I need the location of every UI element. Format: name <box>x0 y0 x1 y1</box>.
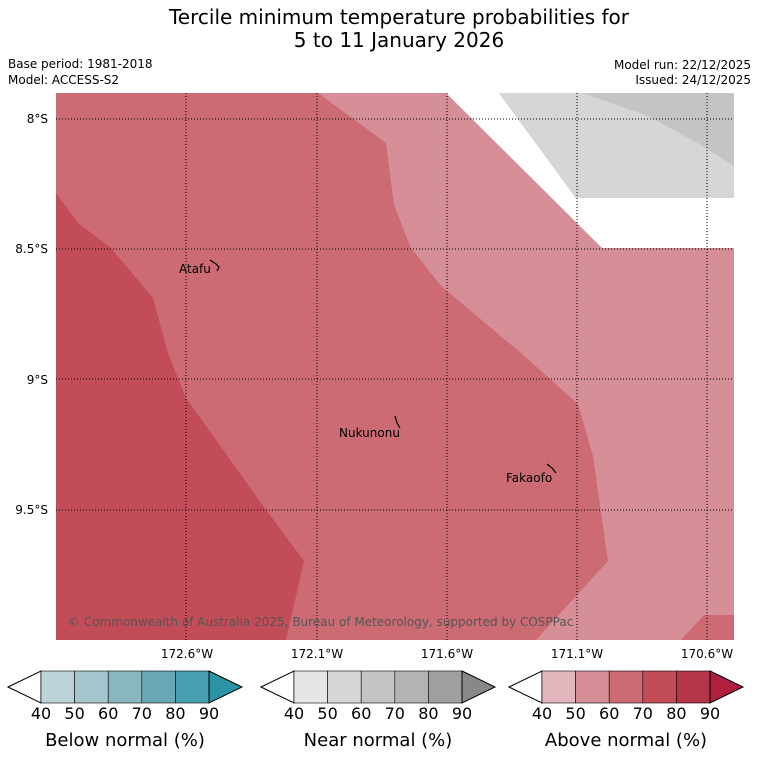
colorbar-segment <box>40 670 75 704</box>
colorbar-segment <box>327 670 362 704</box>
colorbar-tick-label: 80 <box>666 704 687 723</box>
colorbar-low-extension <box>260 670 295 704</box>
colorbar-tick-label: 40 <box>283 704 305 723</box>
colorbar-tick-label: 70 <box>131 704 152 723</box>
colorbar-tick-label: 60 <box>351 704 372 723</box>
colorbar-segment <box>107 670 143 704</box>
base-period-label: Base period: 1981-2018 <box>8 57 153 71</box>
colorbar-segment <box>608 670 644 704</box>
colorbar-low-extension <box>7 670 42 704</box>
colorbar-low-extension <box>508 670 543 704</box>
atafu-coastline <box>209 259 220 272</box>
model-run-label: Model run: 22/12/2025 <box>613 58 751 72</box>
lat-label-9s: 9°S <box>26 373 48 387</box>
colorbar-tick-label: 40 <box>531 704 553 723</box>
graticule <box>56 93 734 640</box>
colorbar-high-extension <box>461 670 497 704</box>
coastlines <box>209 259 557 474</box>
colorbar-tick-label: 70 <box>632 704 653 723</box>
region-above-70-80 <box>56 193 304 640</box>
colorbar-segment <box>360 670 396 704</box>
colorbar-tick-label: 40 <box>30 704 52 723</box>
colorbar-segment <box>575 670 610 704</box>
colorbar-segment <box>175 670 210 704</box>
colorbar-segment <box>541 670 576 704</box>
colorbar-tick-label: 90 <box>198 704 220 723</box>
colorbar-tick-label: 80 <box>165 704 186 723</box>
region-above-50-60 <box>318 93 734 640</box>
colorbar-near-normal <box>260 670 497 704</box>
colorbar-tick-label: 60 <box>599 704 620 723</box>
fakaofo-coastline <box>546 463 557 474</box>
colorbar-high-extension <box>709 670 745 704</box>
lon-label-171-6w: 171.6°W <box>420 647 474 661</box>
lat-label-8s: 8°S <box>26 112 48 126</box>
colorbar-segment <box>141 670 176 704</box>
lat-label-9-5s: 9.5°S <box>15 503 48 517</box>
colorbar-tick-label: 50 <box>317 704 338 723</box>
nukunonu-coastline <box>394 415 401 429</box>
colorbar-tick-label: 90 <box>451 704 473 723</box>
model-label: Model: ACCESS-S2 <box>8 73 120 87</box>
lat-label-8-5s: 8.5°S <box>15 242 48 256</box>
probability-map[interactable]: Atafu Nukunonu Fakaofo © Commonwealth of… <box>56 93 734 640</box>
lon-label-170-6w: 170.6°W <box>680 647 734 661</box>
colorbar-tick-label: 60 <box>98 704 119 723</box>
issued-label: Issued: 24/12/2025 <box>635 73 751 87</box>
map-title-line-1: Tercile minimum temperature probabilitie… <box>168 5 630 29</box>
colorbar-above-normal <box>508 670 745 704</box>
place-label-nukunonu: Nukunonu <box>339 426 400 440</box>
colorbar-segment <box>428 670 463 704</box>
place-label-fakaofo: Fakaofo <box>506 471 552 485</box>
colorbar-segment <box>676 670 711 704</box>
colorbar-tick-label: 70 <box>384 704 405 723</box>
colorbar-tick-label: 80 <box>418 704 439 723</box>
lon-label-172-6w: 172.6°W <box>160 647 214 661</box>
colorbar-below-normal <box>7 670 244 704</box>
colorbar-tick-label: 90 <box>699 704 721 723</box>
attribution-text: © Commonwealth of Australia 2025, Bureau… <box>68 615 573 629</box>
colorbar-tick-label: 50 <box>64 704 85 723</box>
lon-label-171-1w: 171.1°W <box>550 647 604 661</box>
map-title-line-2: 5 to 11 January 2026 <box>293 28 505 52</box>
region-near-60-70 <box>582 93 734 166</box>
lon-label-172-1w: 172.1°W <box>290 647 344 661</box>
colorbar-tick-label: 50 <box>565 704 586 723</box>
colorbar-high-extension <box>208 670 244 704</box>
colorbar-segment <box>642 670 677 704</box>
colorbar-title-near-normal: Near normal (%) <box>303 730 453 751</box>
colorbar-title-below-normal: Below normal (%) <box>45 730 205 751</box>
colorbar-title-above-normal: Above normal (%) <box>544 730 708 751</box>
region-no-signal <box>446 93 734 248</box>
colorbar-segment <box>293 670 328 704</box>
colorbar-segment <box>74 670 109 704</box>
colorbar-segment <box>394 670 429 704</box>
place-label-atafu: Atafu <box>179 262 211 276</box>
